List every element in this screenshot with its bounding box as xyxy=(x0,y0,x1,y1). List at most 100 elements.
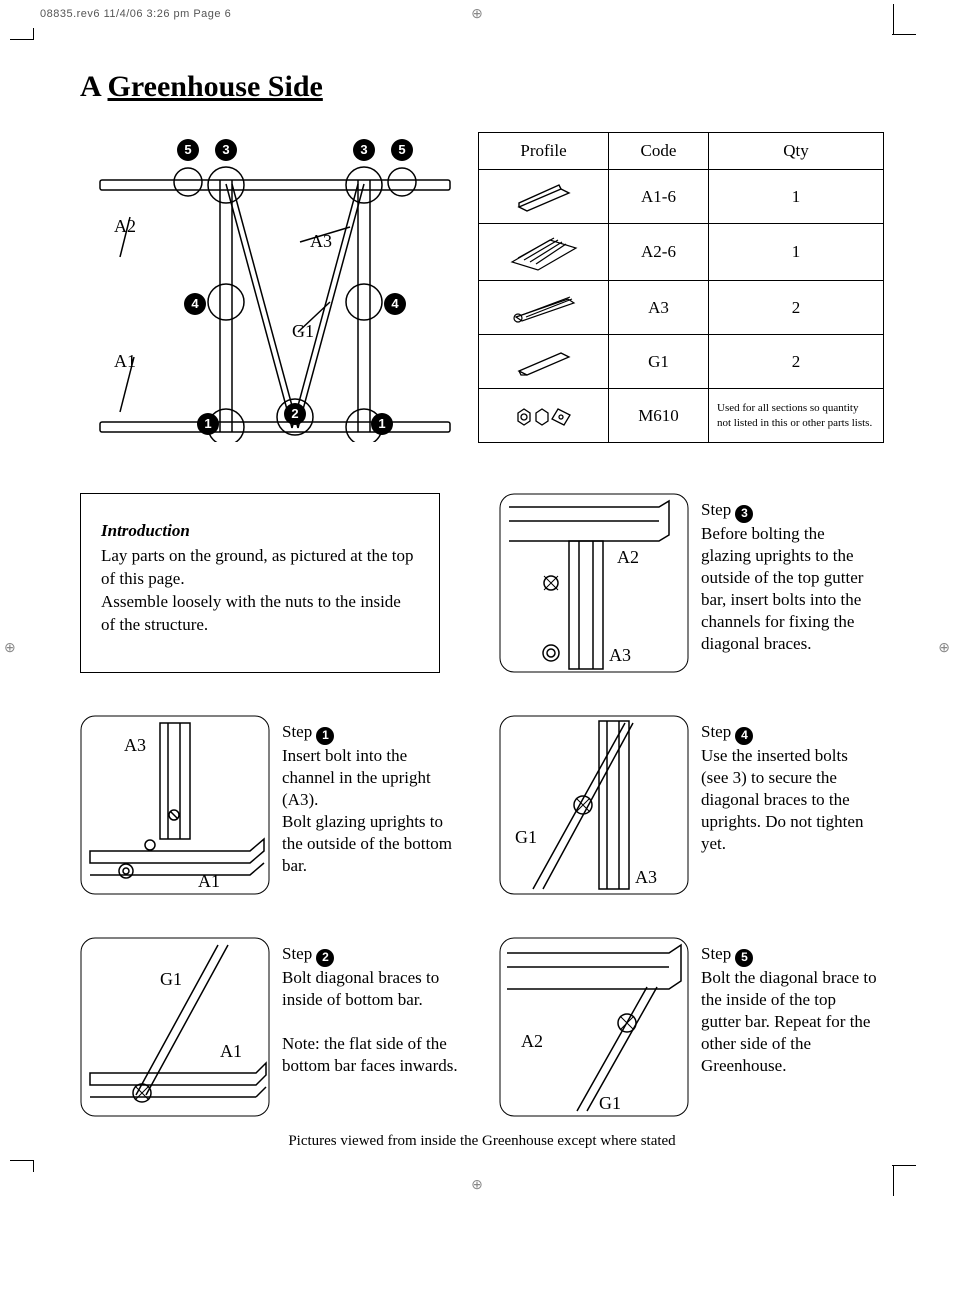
code-cell: M610 xyxy=(609,389,709,443)
page-title: A Greenhouse Side xyxy=(80,70,884,104)
step-text: Step 1 Insert bolt into the channel in t… xyxy=(282,715,465,877)
top-row: 5 3 3 5 4 4 1 2 1 A2 A3 G1 A1 Profile xyxy=(80,132,884,443)
table-row: G1 2 xyxy=(479,335,884,389)
step-label: Step xyxy=(701,500,731,519)
steps-grid: Introduction Lay parts on the ground, as… xyxy=(80,493,884,1117)
step-body: Before bolting the glazing uprights to t… xyxy=(701,524,863,653)
page-content: A Greenhouse Side xyxy=(0,20,954,1200)
registration-mark-icon: ⊕ xyxy=(938,640,950,657)
step-body: Use the inserted bolts (see 3) to secure… xyxy=(701,746,863,853)
step-body: Insert bolt into the channel in the upri… xyxy=(282,746,452,875)
crop-mark-icon xyxy=(893,4,894,34)
step-5-figure: A2 G1 xyxy=(499,937,689,1117)
registration-mark-icon: ⊕ xyxy=(4,640,16,657)
code-cell: G1 xyxy=(609,335,709,389)
qty-cell: 2 xyxy=(709,281,884,335)
svg-text:3: 3 xyxy=(222,142,229,157)
svg-text:4: 4 xyxy=(391,296,399,311)
svg-text:1: 1 xyxy=(378,416,385,431)
label-a1: A1 xyxy=(114,351,136,371)
svg-text:1: 1 xyxy=(204,416,211,431)
fig-label: A3 xyxy=(124,735,146,755)
step-3-figure: A2 A3 xyxy=(499,493,689,673)
crop-mark-icon xyxy=(10,1160,34,1172)
step-1-figure: A3 A1 xyxy=(80,715,270,895)
col-profile: Profile xyxy=(479,133,609,170)
profile-icon xyxy=(479,281,609,335)
step-label: Step xyxy=(701,722,731,741)
label-a3: A3 xyxy=(310,231,332,251)
crop-mark-icon xyxy=(892,34,916,35)
step-number-badge: 2 xyxy=(316,949,334,967)
label-a2: A2 xyxy=(114,216,136,236)
table-row: A2-6 1 xyxy=(479,224,884,281)
profile-icon xyxy=(479,170,609,224)
profile-icon xyxy=(479,335,609,389)
step-text: Step 3 Before bolting the glazing uprigh… xyxy=(701,493,884,655)
fig-label: G1 xyxy=(515,827,537,847)
step-number-badge: 1 xyxy=(316,727,334,745)
table-row: A3 2 xyxy=(479,281,884,335)
step-text: Step 2 Bolt diagonal braces to inside of… xyxy=(282,937,465,1077)
step-label: Step xyxy=(282,722,312,741)
step-text: Step 5 Bolt the diagonal brace to the in… xyxy=(701,937,884,1077)
fig-label: G1 xyxy=(599,1093,621,1113)
title-prefix: A xyxy=(80,70,108,103)
fig-label: A1 xyxy=(220,1041,242,1061)
crop-mark-icon xyxy=(893,1166,894,1196)
step-label: Step xyxy=(282,944,312,963)
svg-text:4: 4 xyxy=(191,296,199,311)
registration-mark-icon: ⊕ xyxy=(471,6,483,23)
fig-label: A2 xyxy=(617,547,639,567)
step-label: Step xyxy=(701,944,731,963)
step-number-badge: 5 xyxy=(735,949,753,967)
step-number-badge: 4 xyxy=(735,727,753,745)
profile-icon xyxy=(479,224,609,281)
crop-mark-icon xyxy=(892,1165,916,1166)
col-code: Code xyxy=(609,133,709,170)
profile-icon xyxy=(479,389,609,443)
qty-cell: 1 xyxy=(709,224,884,281)
code-cell: A1-6 xyxy=(609,170,709,224)
code-cell: A3 xyxy=(609,281,709,335)
svg-text:2: 2 xyxy=(291,406,298,421)
intro-heading: Introduction xyxy=(101,520,419,543)
title-main: Greenhouse Side xyxy=(108,70,323,103)
svg-text:5: 5 xyxy=(184,142,191,157)
qty-cell: 1 xyxy=(709,170,884,224)
fig-label: G1 xyxy=(160,969,182,989)
step-2: G1 A1 Step 2 Bolt diagonal braces to ins… xyxy=(80,937,465,1117)
label-g1: G1 xyxy=(292,321,314,341)
step-4: G1 A3 Step 4 Use the inserted bolts (see… xyxy=(499,715,884,895)
step-4-figure: G1 A3 xyxy=(499,715,689,895)
fig-label: A1 xyxy=(198,871,220,891)
intro-line: Lay parts on the ground, as pictured at … xyxy=(101,545,419,591)
footer-note: Pictures viewed from inside the Greenhou… xyxy=(80,1133,884,1150)
step-text: Step 4 Use the inserted bolts (see 3) to… xyxy=(701,715,884,855)
fig-label: A3 xyxy=(609,645,631,665)
fig-label: A3 xyxy=(635,867,657,887)
table-row: A1-6 1 xyxy=(479,170,884,224)
step-body: Bolt diagonal braces to inside of bottom… xyxy=(282,968,439,1009)
svg-text:3: 3 xyxy=(360,142,367,157)
step-5: A2 G1 Step 5 Bolt the diagonal brace to … xyxy=(499,937,884,1117)
step-1: A3 A1 Step 1 Insert bolt into the channe… xyxy=(80,715,465,895)
crop-mark-icon xyxy=(10,28,34,40)
col-qty: Qty xyxy=(709,133,884,170)
fig-label: A2 xyxy=(521,1031,543,1051)
step-number-badge: 3 xyxy=(735,505,753,523)
step-body: Bolt the diagonal brace to the inside of… xyxy=(701,968,877,1075)
registration-mark-icon: ⊕ xyxy=(471,1177,483,1194)
code-cell: A2-6 xyxy=(609,224,709,281)
intro-box: Introduction Lay parts on the ground, as… xyxy=(80,493,440,673)
intro-line: Assemble loosely with the nuts to the in… xyxy=(101,591,419,637)
table-header-row: Profile Code Qty xyxy=(479,133,884,170)
svg-text:5: 5 xyxy=(398,142,405,157)
parts-table: Profile Code Qty A1-6 1 A2-6 xyxy=(478,132,884,443)
qty-cell: 2 xyxy=(709,335,884,389)
step-2-figure: G1 A1 xyxy=(80,937,270,1117)
table-row: M610 Used for all sections so quantity n… xyxy=(479,389,884,443)
main-assembly-diagram: 5 3 3 5 4 4 1 2 1 A2 A3 G1 A1 xyxy=(80,132,470,442)
step-note: Note: the flat side of the bottom bar fa… xyxy=(282,1034,458,1075)
step-3: A2 A3 Step 3 Before bolting the glazing … xyxy=(499,493,884,673)
